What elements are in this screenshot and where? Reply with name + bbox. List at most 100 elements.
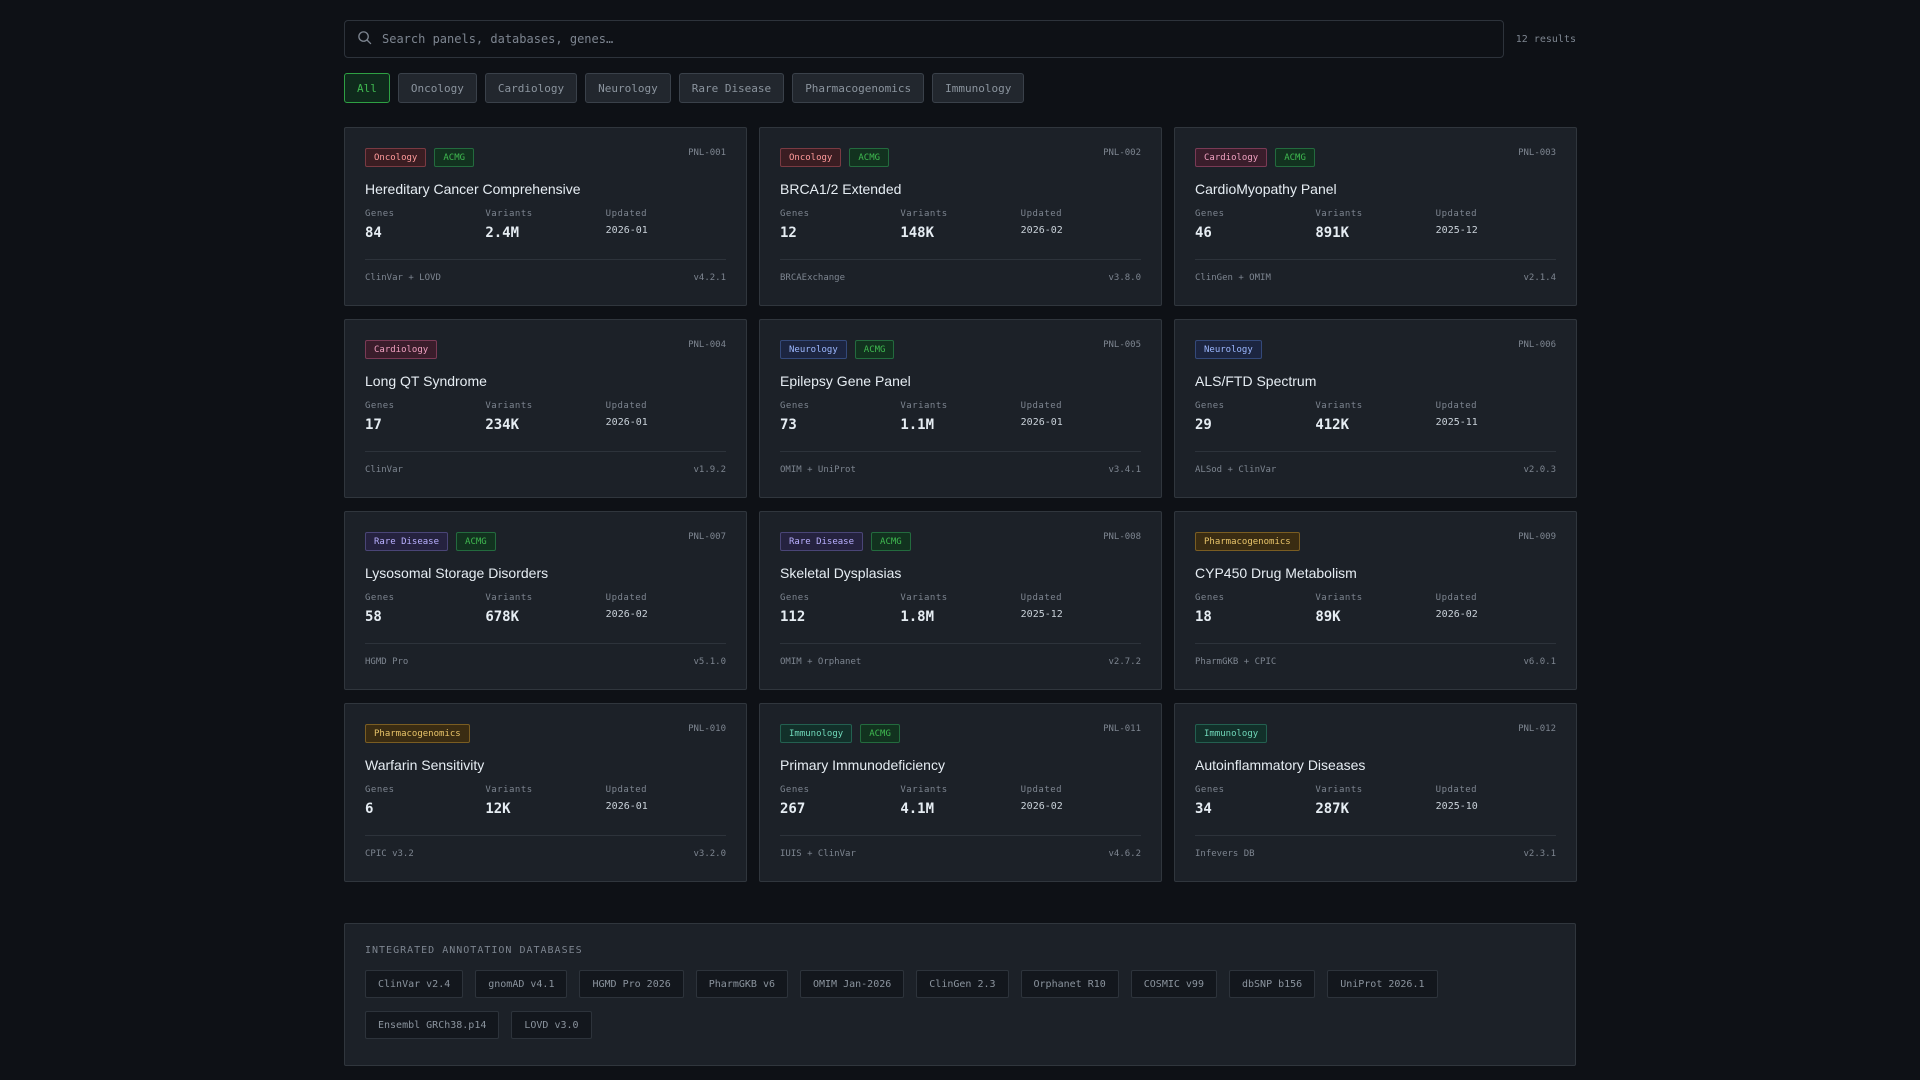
updated-value: 2026-01 bbox=[605, 417, 648, 428]
database-list: ClinVar v2.4 gnomAD v4.1 HGMD Pro 2026 Phar… bbox=[365, 970, 1485, 1039]
genes-stat: Genes 58 bbox=[365, 593, 485, 627]
genes-label: Genes bbox=[780, 593, 810, 603]
panel-tags: Neurology bbox=[1195, 340, 1556, 359]
updated-value: 2026-02 bbox=[1435, 609, 1478, 620]
card-divider bbox=[780, 451, 1141, 452]
variants-label: Variants bbox=[485, 785, 533, 795]
database-chip[interactable]: Orphanet R10 bbox=[1020, 970, 1119, 998]
panel-card[interactable]: Oncology ACMG PNL-002 BRCA1/2 Extended Genes… bbox=[759, 127, 1162, 306]
panel-id: PNL-003 bbox=[1518, 148, 1556, 158]
tag-acmg: ACMG bbox=[434, 148, 475, 167]
filter-chip-rare-disease[interactable]: Rare Disease bbox=[678, 73, 785, 103]
updated-stat: Updated 2026-01 bbox=[606, 401, 726, 435]
panel-card[interactable]: Cardiology PNL-004 Long QT Syndrome Genes 17… bbox=[344, 319, 747, 498]
panel-source: PharmGKB + CPIC bbox=[1195, 657, 1277, 667]
updated-label: Updated bbox=[1435, 401, 1478, 411]
updated-stat: Updated 2026-02 bbox=[1436, 593, 1556, 627]
updated-stat: Updated 2026-01 bbox=[1021, 401, 1141, 435]
card-footer: ClinVar v1.9.2 bbox=[365, 465, 726, 475]
database-chip[interactable]: UniProt 2026.1 bbox=[1327, 970, 1438, 998]
updated-value: 2026-02 bbox=[605, 609, 648, 620]
database-chip[interactable]: COSMIC v99 bbox=[1130, 970, 1217, 998]
variants-label: Variants bbox=[485, 209, 533, 219]
panel-card[interactable]: Neurology PNL-006 ALS/FTD Spectrum Genes 29 V… bbox=[1174, 319, 1577, 498]
panel-stats: Genes 112 Variants 1.8M Updated 2025-12 bbox=[780, 593, 1141, 627]
search-box[interactable] bbox=[344, 20, 1504, 58]
panel-card[interactable]: Pharmacogenomics PNL-009 CYP450 Drug Metab… bbox=[1174, 511, 1577, 690]
updated-value: 2026-02 bbox=[1020, 225, 1063, 236]
panel-id: PNL-006 bbox=[1518, 340, 1556, 350]
panel-stats: Genes 46 Variants 891K Updated 2025-12 bbox=[1195, 209, 1556, 243]
genes-stat: Genes 73 bbox=[780, 401, 900, 435]
card-footer: HGMD Pro v5.1.0 bbox=[365, 657, 726, 667]
panel-id: PNL-010 bbox=[688, 724, 726, 734]
genes-stat: Genes 29 bbox=[1195, 401, 1315, 435]
tag-rare-disease: Rare Disease bbox=[780, 532, 864, 551]
variants-stat: Variants 678K bbox=[485, 593, 605, 627]
panel-stats: Genes 29 Variants 412K Updated 2025-11 bbox=[1195, 401, 1556, 435]
panel-card[interactable]: Rare Disease ACMG PNL-008 Skeletal Dysplasi… bbox=[759, 511, 1162, 690]
genes-stat: Genes 46 bbox=[1195, 209, 1315, 243]
variants-label: Variants bbox=[485, 593, 533, 603]
tag-cardiology: Cardiology bbox=[365, 340, 438, 359]
database-chip[interactable]: ClinVar v2.4 bbox=[365, 970, 464, 998]
panel-version: v2.1.4 bbox=[1523, 273, 1556, 283]
updated-stat: Updated 2026-01 bbox=[606, 785, 726, 819]
database-chip[interactable]: HGMD Pro 2026 bbox=[579, 970, 684, 998]
panel-version: v1.9.2 bbox=[693, 465, 726, 475]
panel-tags: Immunology bbox=[1195, 724, 1556, 743]
filter-chip-immunology[interactable]: Immunology bbox=[932, 73, 1025, 103]
panel-card[interactable]: Pharmacogenomics PNL-010 Warfarin Sensitiv… bbox=[344, 703, 747, 882]
tag-immunology: Immunology bbox=[780, 724, 853, 743]
database-chip[interactable]: gnomAD v4.1 bbox=[475, 970, 568, 998]
card-footer: ClinVar + LOVD v4.2.1 bbox=[365, 273, 726, 283]
panel-title: Hereditary Cancer Comprehensive bbox=[365, 181, 581, 197]
variants-label: Variants bbox=[900, 401, 948, 411]
search-input[interactable] bbox=[382, 32, 1503, 46]
database-chip[interactable]: Ensembl GRCh38.p14 bbox=[365, 1011, 500, 1039]
card-footer: PharmGKB + CPIC v6.0.1 bbox=[1195, 657, 1556, 667]
panel-source: OMIM + UniProt bbox=[780, 465, 856, 475]
panel-tags: Rare Disease ACMG bbox=[365, 532, 726, 551]
card-divider bbox=[365, 451, 726, 452]
variants-value: 4.1M bbox=[900, 801, 935, 817]
genes-label: Genes bbox=[1195, 209, 1225, 219]
panel-grid: Oncology ACMG PNL-001 Hereditary Cancer Com… bbox=[344, 127, 1577, 882]
panel-id: PNL-012 bbox=[1518, 724, 1556, 734]
panel-card[interactable]: Neurology ACMG PNL-005 Epilepsy Gene Panel G… bbox=[759, 319, 1162, 498]
tag-oncology: Oncology bbox=[780, 148, 842, 167]
genes-stat: Genes 17 bbox=[365, 401, 485, 435]
filter-chip-neurology[interactable]: Neurology bbox=[585, 73, 671, 103]
genes-label: Genes bbox=[1195, 785, 1225, 795]
variants-stat: Variants 2.4M bbox=[485, 209, 605, 243]
panel-tags: Pharmacogenomics bbox=[1195, 532, 1556, 551]
panel-card[interactable]: Immunology ACMG PNL-011 Primary Immunodefic… bbox=[759, 703, 1162, 882]
panel-card[interactable]: Rare Disease ACMG PNL-007 Lysosomal Storage… bbox=[344, 511, 747, 690]
panel-tags: Oncology ACMG bbox=[365, 148, 726, 167]
database-chip[interactable]: PharmGKB v6 bbox=[695, 970, 788, 998]
panel-card[interactable]: Cardiology ACMG PNL-003 CardioMyopathy Pane… bbox=[1174, 127, 1577, 306]
genes-value: 112 bbox=[780, 609, 806, 625]
genes-stat: Genes 34 bbox=[1195, 785, 1315, 819]
panel-stats: Genes 34 Variants 287K Updated 2025-10 bbox=[1195, 785, 1556, 819]
updated-value: 2026-01 bbox=[605, 801, 648, 812]
panel-card[interactable]: Immunology PNL-012 Autoinflammatory Diseas… bbox=[1174, 703, 1577, 882]
database-chip[interactable]: OMIM Jan-2026 bbox=[800, 970, 905, 998]
database-chip[interactable]: ClinGen 2.3 bbox=[916, 970, 1009, 998]
genes-value: 12 bbox=[780, 225, 797, 241]
genes-value: 267 bbox=[780, 801, 806, 817]
filter-chip-cardiology[interactable]: Cardiology bbox=[484, 73, 578, 103]
filter-chip-all[interactable]: All bbox=[344, 73, 390, 103]
tag-acmg: ACMG bbox=[854, 340, 895, 359]
variants-label: Variants bbox=[1315, 785, 1363, 795]
database-chip[interactable]: dbSNP b156 bbox=[1228, 970, 1316, 998]
database-chip[interactable]: LOVD v3.0 bbox=[511, 1011, 592, 1039]
filter-chip-pharmacogenomics[interactable]: Pharmacogenomics bbox=[792, 73, 925, 103]
genes-value: 34 bbox=[1195, 801, 1212, 817]
card-footer: IUIS + ClinVar v4.6.2 bbox=[780, 849, 1141, 859]
panel-source: CPIC v3.2 bbox=[365, 849, 414, 859]
filter-chip-oncology[interactable]: Oncology bbox=[397, 73, 477, 103]
variants-stat: Variants 12K bbox=[485, 785, 605, 819]
panel-card[interactable]: Oncology ACMG PNL-001 Hereditary Cancer Com… bbox=[344, 127, 747, 306]
panel-tags: Cardiology bbox=[365, 340, 726, 359]
